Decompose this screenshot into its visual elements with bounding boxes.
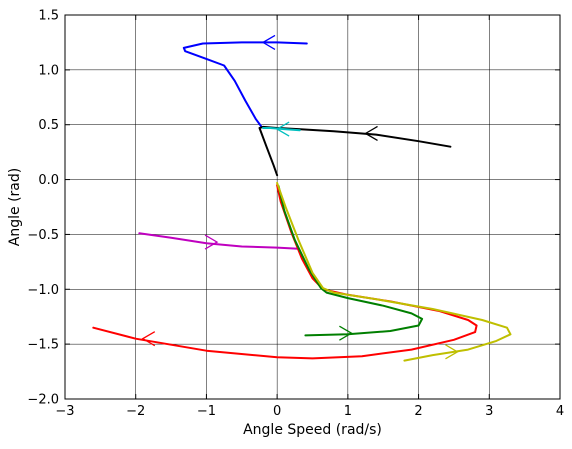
y-axis-label: Angle (rad) — [7, 168, 23, 246]
y-tick-label: 0.0 — [38, 173, 59, 188]
series-arrow-6 — [339, 325, 353, 341]
series-arrow-2 — [364, 125, 378, 142]
series-arrow-7 — [445, 344, 459, 360]
ticks: −3 −2 −1 0 1 2 3 4 −2.0 −1.5 −1.0 −0.5 0.0 0.5 1.0 1.5 — [27, 9, 564, 420]
x-axis-label: Angle Speed (rad/s) — [243, 422, 382, 438]
x-tick-label: 1 — [344, 404, 352, 419]
series-arrow-1 — [261, 34, 276, 50]
y-tick-label: 1.5 — [38, 9, 59, 24]
series-line-6 — [277, 185, 424, 337]
series-line-5 — [92, 184, 478, 360]
y-tick-label: −0.5 — [27, 228, 59, 243]
series-line-4 — [138, 232, 300, 250]
x-tick-label: −1 — [197, 404, 216, 419]
series-arrow-5 — [141, 331, 156, 347]
y-tick-label: −1.5 — [27, 338, 59, 353]
series-line-7 — [276, 181, 512, 362]
y-tick-label: 1.0 — [38, 63, 59, 78]
series-layer — [92, 34, 512, 362]
x-tick-label: 4 — [556, 404, 564, 419]
series-arrow-3 — [275, 121, 290, 137]
x-tick-label: −3 — [55, 404, 74, 419]
series-arrow-4 — [204, 234, 219, 250]
x-tick-label: −2 — [126, 404, 145, 419]
x-tick-label: 3 — [485, 404, 493, 419]
axes-frame — [64, 14, 561, 400]
y-tick-label: −2.0 — [27, 393, 59, 408]
x-tick-label: 2 — [414, 404, 422, 419]
y-tick-label: −1.0 — [27, 283, 59, 298]
x-tick-label: 0 — [273, 404, 281, 419]
y-tick-label: 0.5 — [38, 118, 59, 133]
series-line-1 — [182, 41, 308, 128]
